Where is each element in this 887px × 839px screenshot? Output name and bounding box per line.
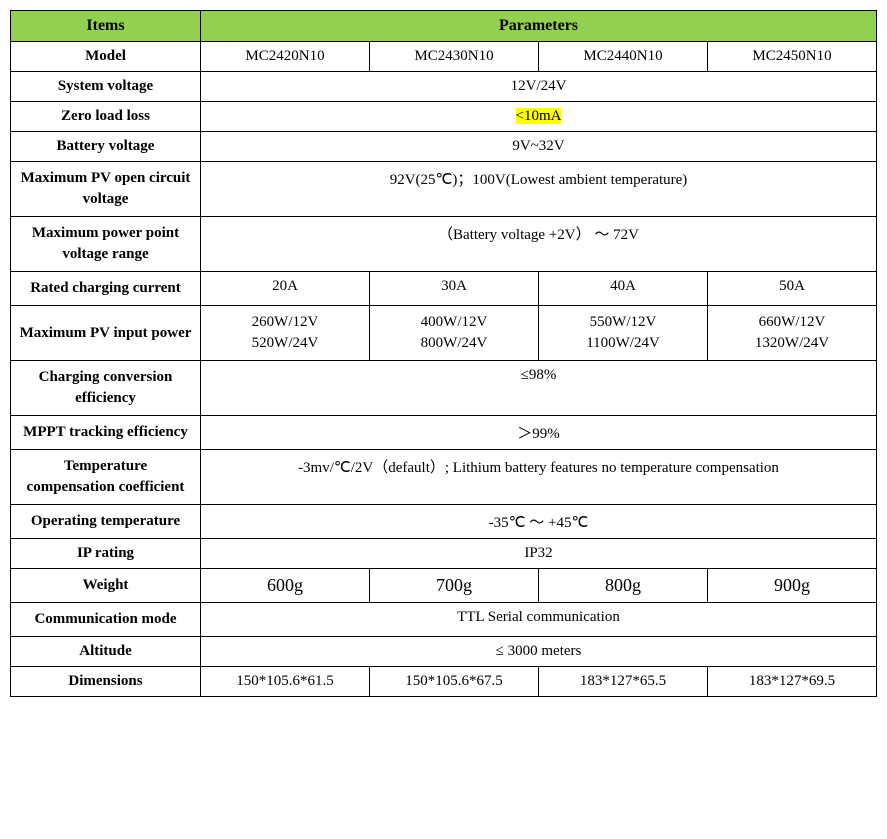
row-weight: Weight 600g 700g 800g 900g [11, 569, 877, 603]
row-max-power-point-range: Maximum power point voltage range （Batte… [11, 217, 877, 272]
label-system-voltage: System voltage [11, 72, 201, 102]
max-pv-input-1-l2: 800W/24V [421, 335, 488, 351]
row-zero-load-loss: Zero load loss <10mA [11, 102, 877, 132]
dimensions-3: 183*127*69.5 [708, 667, 877, 697]
label-max-pv-open-circuit: Maximum PV open circuit voltage [11, 162, 201, 217]
label-dimensions: Dimensions [11, 667, 201, 697]
value-communication-mode: TTL Serial communication [201, 603, 877, 637]
label-max-pv-input-power: Maximum PV input power [11, 306, 201, 361]
value-battery-voltage: 9V~32V [201, 132, 877, 162]
row-temp-comp-coeff: Temperature compensation coefficient -3m… [11, 450, 877, 505]
dimensions-0: 150*105.6*61.5 [201, 667, 370, 697]
row-system-voltage: System voltage 12V/24V [11, 72, 877, 102]
table-header-row: Items Parameters [11, 11, 877, 42]
value-zero-load-loss-cell: <10mA [201, 102, 877, 132]
weight-1: 700g [370, 569, 539, 603]
value-ip-rating: IP32 [201, 539, 877, 569]
value-temp-comp-coeff: -3mv/℃/2V（default）; Lithium battery feat… [201, 450, 877, 505]
row-max-pv-open-circuit: Maximum PV open circuit voltage 92V(25℃)… [11, 162, 877, 217]
label-rated-charging-current: Rated charging current [11, 272, 201, 306]
label-ip-rating: IP rating [11, 539, 201, 569]
model-1: MC2430N10 [370, 42, 539, 72]
row-ip-rating: IP rating IP32 [11, 539, 877, 569]
max-pv-input-3-l1: 660W/12V [759, 314, 826, 330]
value-mppt-tracking-efficiency: ＞99% [201, 416, 877, 450]
rated-current-3: 50A [708, 272, 877, 306]
row-communication-mode: Communication mode TTL Serial communicat… [11, 603, 877, 637]
max-pv-input-3: 660W/12V 1320W/24V [708, 306, 877, 361]
weight-3: 900g [708, 569, 877, 603]
row-altitude: Altitude ≤ 3000 meters [11, 637, 877, 667]
value-charging-conversion-efficiency: ≤98% [201, 361, 877, 416]
label-temp-comp-coeff: Temperature compensation coefficient [11, 450, 201, 505]
label-zero-load-loss: Zero load loss [11, 102, 201, 132]
label-operating-temperature: Operating temperature [11, 505, 201, 539]
label-battery-voltage: Battery voltage [11, 132, 201, 162]
value-altitude: ≤ 3000 meters [201, 637, 877, 667]
row-rated-charging-current: Rated charging current 20A 30A 40A 50A [11, 272, 877, 306]
row-battery-voltage: Battery voltage 9V~32V [11, 132, 877, 162]
label-mppt-tracking-efficiency: MPPT tracking efficiency [11, 416, 201, 450]
max-pv-input-0-l2: 520W/24V [252, 335, 319, 351]
max-pv-input-2-l2: 1100W/24V [586, 335, 660, 351]
rated-current-0: 20A [201, 272, 370, 306]
label-altitude: Altitude [11, 637, 201, 667]
max-pv-input-1-l1: 400W/12V [421, 314, 488, 330]
spec-table: Items Parameters Model MC2420N10 MC2430N… [10, 10, 877, 697]
row-mppt-tracking-efficiency: MPPT tracking efficiency ＞99% [11, 416, 877, 450]
row-operating-temperature: Operating temperature -35℃ ～ +45℃ [11, 505, 877, 539]
model-3: MC2450N10 [708, 42, 877, 72]
value-zero-load-loss: <10mA [516, 108, 562, 124]
max-pv-input-3-l2: 1320W/24V [755, 335, 829, 351]
header-items: Items [11, 11, 201, 42]
rated-current-2: 40A [539, 272, 708, 306]
dimensions-2: 183*127*65.5 [539, 667, 708, 697]
value-max-power-point-range: （Battery voltage +2V） ～ 72V [201, 217, 877, 272]
max-pv-input-1: 400W/12V 800W/24V [370, 306, 539, 361]
label-weight: Weight [11, 569, 201, 603]
label-communication-mode: Communication mode [11, 603, 201, 637]
rated-current-1: 30A [370, 272, 539, 306]
label-charging-conversion-efficiency: Charging conversion efficiency [11, 361, 201, 416]
value-operating-temperature: -35℃ ～ +45℃ [201, 505, 877, 539]
weight-0: 600g [201, 569, 370, 603]
max-pv-input-2-l1: 550W/12V [590, 314, 657, 330]
model-0: MC2420N10 [201, 42, 370, 72]
row-charging-conversion-efficiency: Charging conversion efficiency ≤98% [11, 361, 877, 416]
max-pv-input-0-l1: 260W/12V [252, 314, 319, 330]
row-max-pv-input-power: Maximum PV input power 260W/12V 520W/24V… [11, 306, 877, 361]
weight-2: 800g [539, 569, 708, 603]
dimensions-1: 150*105.6*67.5 [370, 667, 539, 697]
header-parameters: Parameters [201, 11, 877, 42]
row-dimensions: Dimensions 150*105.6*61.5 150*105.6*67.5… [11, 667, 877, 697]
label-max-power-point-range: Maximum power point voltage range [11, 217, 201, 272]
max-pv-input-2: 550W/12V 1100W/24V [539, 306, 708, 361]
value-system-voltage: 12V/24V [201, 72, 877, 102]
max-pv-input-0: 260W/12V 520W/24V [201, 306, 370, 361]
label-model: Model [11, 42, 201, 72]
row-model: Model MC2420N10 MC2430N10 MC2440N10 MC24… [11, 42, 877, 72]
value-max-pv-open-circuit: 92V(25℃)；100V(Lowest ambient temperature… [201, 162, 877, 217]
model-2: MC2440N10 [539, 42, 708, 72]
